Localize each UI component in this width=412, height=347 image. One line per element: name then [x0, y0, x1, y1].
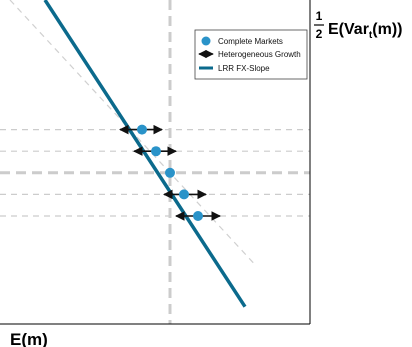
y-axis-label: 1 2 E(Vart(m))	[314, 9, 402, 41]
y-label-expression: E(Vart(m))	[328, 21, 402, 41]
y-label-fraction-denominator: 2	[316, 27, 323, 41]
y-label-subscript: t	[369, 30, 373, 41]
legend-label-lrr-fx-slope: LRR FX-Slope	[218, 64, 270, 73]
complete-markets-point-4	[193, 211, 203, 221]
y-label-expression-prefix: E(Var	[328, 21, 369, 38]
plot-area	[0, 0, 310, 324]
legend-marker-complete-markets	[201, 36, 211, 46]
complete-markets-point-1	[151, 146, 161, 157]
complete-markets-point-3	[179, 189, 189, 200]
legend: Complete Markets Heterogeneous Growth LR…	[194, 29, 308, 80]
legend-label-complete-markets: Complete Markets	[218, 37, 283, 46]
y-label-expression-suffix: (m))	[372, 21, 402, 38]
y-label-fraction-numerator: 1	[316, 9, 323, 23]
complete-markets-point-0	[137, 124, 147, 135]
legend-label-heterogeneous-growth: Heterogeneous Growth	[218, 50, 301, 59]
x-axis-label: E(m)	[10, 330, 48, 347]
complete-markets-point-2	[165, 167, 175, 178]
